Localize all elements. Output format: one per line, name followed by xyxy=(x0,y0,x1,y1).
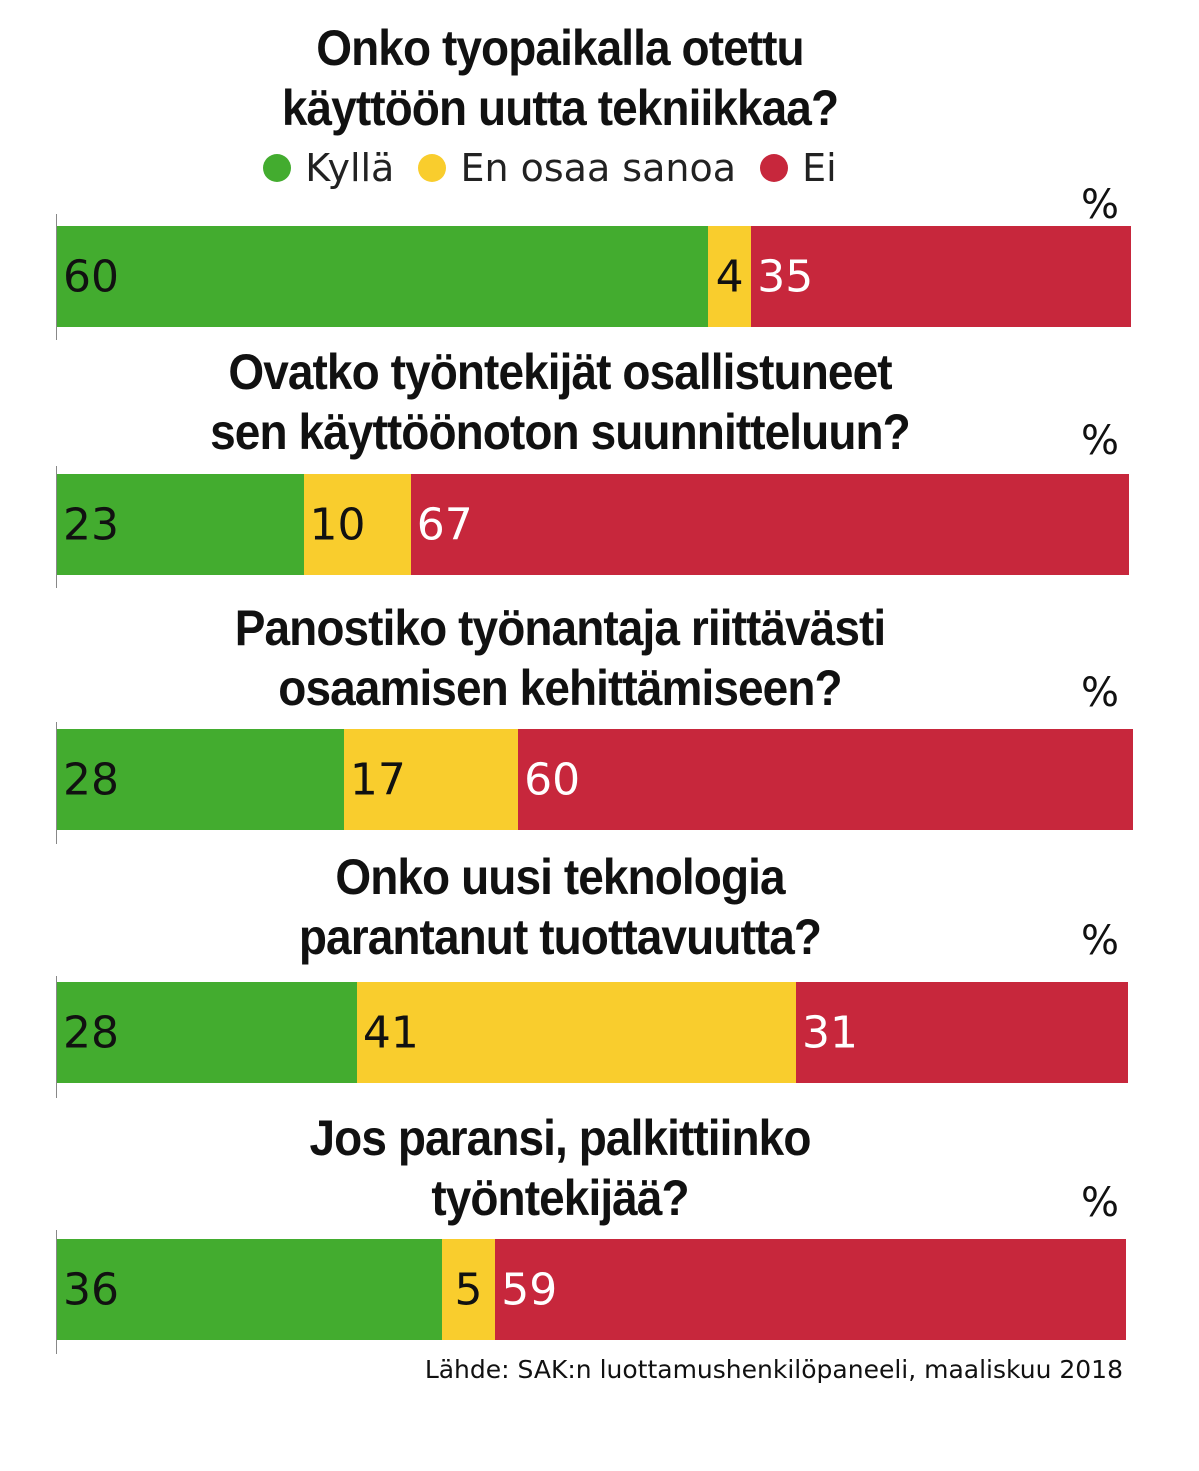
unit-label-4: % xyxy=(1080,918,1119,964)
legend-dot-unsure xyxy=(418,153,447,182)
legend-item-yes: Kyllä xyxy=(263,146,394,190)
bar-segment-unsure: 17 xyxy=(343,729,519,830)
axis-line-1 xyxy=(56,214,57,340)
data-label-yes: 36 xyxy=(63,1264,119,1315)
question-title-1-line1: Onko tyopaikalla otettu xyxy=(316,20,804,76)
bar-segment-yes: 36 xyxy=(57,1239,442,1340)
data-label-no: 59 xyxy=(501,1264,558,1315)
question-title-3: Panostiko työnantaja riittävästi osaamis… xyxy=(100,598,1020,718)
stacked-bar-3: 28 17 60 xyxy=(57,729,1133,830)
question-title-2-line2: sen käyttöönoton suunnitteluun? xyxy=(210,404,911,460)
question-title-3-line2: osaamisen kehittämiseen? xyxy=(278,660,842,716)
question-title-4-line1: Onko uusi teknologia xyxy=(335,849,785,905)
legend-label-unsure: En osaa sanoa xyxy=(460,146,737,190)
data-label-no: 31 xyxy=(801,1007,858,1058)
bar-segment-unsure: 5 xyxy=(441,1239,496,1340)
data-label-yes: 28 xyxy=(63,1007,119,1058)
legend-dot-yes xyxy=(263,153,292,182)
bar-segment-unsure: 4 xyxy=(707,226,752,327)
data-label-no: 35 xyxy=(757,251,814,302)
question-title-5: Jos paransi, palkittiinko työntekijää? xyxy=(100,1108,1020,1228)
bar-segment-no: 59 xyxy=(495,1239,1126,1340)
bar-segment-yes: 23 xyxy=(57,474,304,575)
data-label-unsure: 4 xyxy=(715,251,744,302)
axis-line-2 xyxy=(56,466,57,588)
question-title-5-line1: Jos paransi, palkittiinko xyxy=(309,1110,811,1166)
unit-label-3: % xyxy=(1080,670,1119,716)
data-label-yes: 23 xyxy=(63,499,119,550)
axis-line-4 xyxy=(56,976,57,1098)
unit-label-2: % xyxy=(1080,418,1119,464)
axis-line-3 xyxy=(56,722,57,844)
bar-segment-no: 35 xyxy=(751,226,1131,327)
bar-segment-unsure: 10 xyxy=(303,474,411,575)
unit-label-5: % xyxy=(1080,1180,1119,1226)
legend: Kyllä En osaa sanoa Ei xyxy=(0,146,1100,190)
data-label-unsure: 5 xyxy=(454,1264,483,1315)
question-title-4: Onko uusi teknologia parantanut tuottavu… xyxy=(100,847,1020,967)
data-label-unsure: 10 xyxy=(309,499,366,550)
stacked-bar-4: 28 41 31 xyxy=(57,982,1128,1083)
legend-item-no: Ei xyxy=(760,146,837,190)
stacked-bar-2: 23 10 67 xyxy=(57,474,1129,575)
bar-segment-unsure: 41 xyxy=(356,982,796,1083)
legend-item-unsure: En osaa sanoa xyxy=(418,146,736,190)
question-title-4-line2: parantanut tuottavuutta? xyxy=(298,909,822,965)
bar-segment-yes: 60 xyxy=(57,226,708,327)
question-title-5-line2: työntekijää? xyxy=(431,1170,689,1226)
data-label-yes: 28 xyxy=(63,754,119,805)
data-label-unsure: 17 xyxy=(349,754,406,805)
question-title-2: Ovatko työntekijät osallistuneet sen käy… xyxy=(100,342,1020,462)
legend-label-no: Ei xyxy=(802,146,837,190)
bar-segment-yes: 28 xyxy=(57,729,344,830)
axis-line-5 xyxy=(56,1230,57,1354)
data-label-yes: 60 xyxy=(63,251,119,302)
bar-segment-no: 67 xyxy=(410,474,1129,575)
legend-label-yes: Kyllä xyxy=(305,146,395,190)
question-title-1-line2: käyttöön uutta tekniikkaa? xyxy=(281,80,839,136)
question-title-1: Onko tyopaikalla otettu käyttöön uutta t… xyxy=(100,18,1020,138)
stacked-bar-5: 36 5 59 xyxy=(57,1239,1126,1340)
unit-label-1: % xyxy=(1080,182,1119,228)
stacked-bar-1: 60 4 35 xyxy=(57,226,1131,327)
data-label-unsure: 41 xyxy=(362,1007,419,1058)
data-label-no: 60 xyxy=(524,754,581,805)
bar-segment-no: 31 xyxy=(795,982,1128,1083)
data-label-no: 67 xyxy=(416,499,473,550)
bar-segment-yes: 28 xyxy=(57,982,357,1083)
legend-dot-no xyxy=(760,153,789,182)
bar-segment-no: 60 xyxy=(518,729,1133,830)
question-title-3-line1: Panostiko työnantaja riittävästi xyxy=(234,600,886,656)
question-title-2-line1: Ovatko työntekijät osallistuneet xyxy=(228,344,892,400)
source-note: Lähde: SAK:n luottamushenkilöpaneeli, ma… xyxy=(424,1355,1123,1384)
